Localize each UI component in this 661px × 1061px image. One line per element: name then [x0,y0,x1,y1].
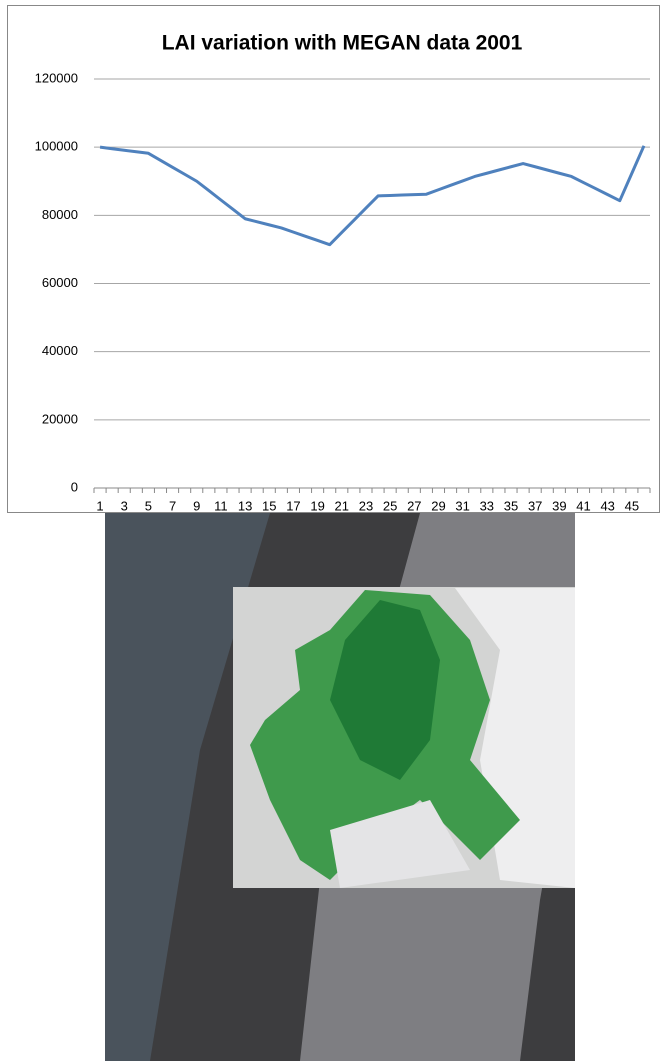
x-tick-label: 29 [431,498,445,513]
x-tick-label: 25 [383,498,397,513]
data-line [99,145,646,247]
chart-title: LAI variation with MEGAN data 2001 [162,32,523,55]
x-tick-label: 1 [96,498,103,513]
x-tick-label: 7 [169,498,176,513]
cloud [330,800,470,888]
x-tick-label: 33 [480,498,494,513]
x-tick-label: 27 [407,498,421,513]
y-tick-label: 20000 [42,411,78,426]
x-tick-label: 9 [193,498,200,513]
x-tick-label: 31 [455,498,469,513]
x-tick-label: 43 [600,498,614,513]
x-tick-label: 21 [335,498,349,513]
x-tick-label: 11 [214,498,228,513]
satellite-image [105,513,575,1061]
ocean-strip [105,513,270,1061]
x-tick-label: 5 [145,498,152,513]
x-tick-label: 19 [310,498,324,513]
y-tick-label: 120000 [35,70,78,85]
x-tick-label: 13 [238,498,252,513]
chart-border [7,5,660,513]
y-tick-label: 100000 [35,139,78,154]
y-tick-label: 0 [71,479,78,494]
x-tick-label: 17 [286,498,300,513]
snow-area [455,588,575,888]
y-tick-label: 40000 [42,343,78,358]
x-tick-label: 37 [528,498,542,513]
x-tick-label: 15 [262,498,276,513]
dense-vegetation [330,600,440,780]
x-tick-label: 23 [359,498,373,513]
x-tick-label: 39 [552,498,566,513]
x-tick-label: 35 [504,498,518,513]
x-tick-label: 3 [121,498,128,513]
y-tick-label: 80000 [42,207,78,222]
x-tick-label: 45 [625,498,639,513]
y-tick-label: 60000 [42,275,78,290]
x-tick-label: 41 [576,498,590,513]
